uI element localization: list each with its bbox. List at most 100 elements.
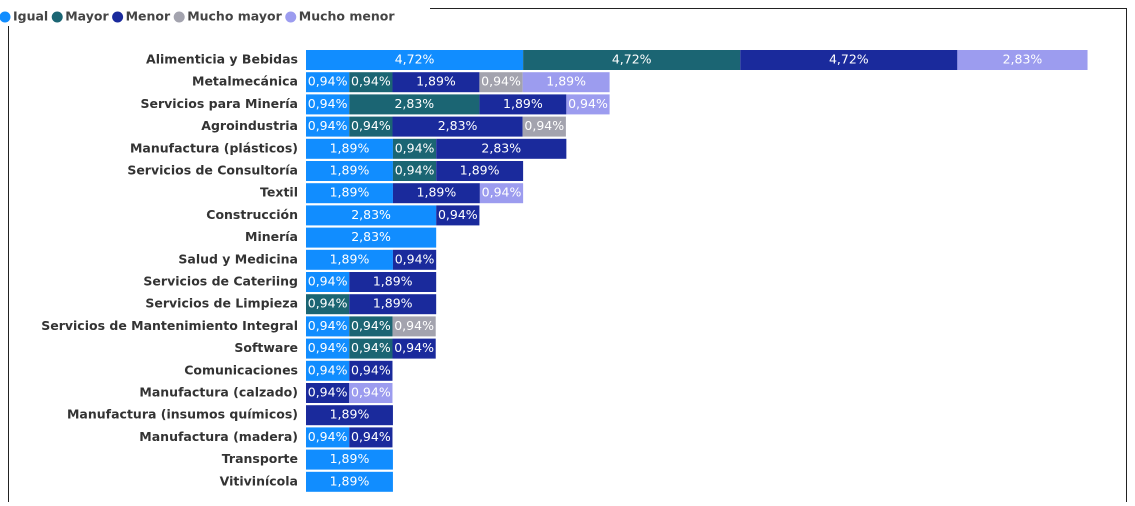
data-label: 1,89% xyxy=(330,251,370,266)
category-label: Metalmecánica xyxy=(192,74,298,89)
bar-segment xyxy=(306,383,350,403)
bar-segment xyxy=(306,294,350,315)
bar-segment xyxy=(523,50,741,70)
bar-segment xyxy=(306,138,393,159)
bar-segment xyxy=(436,205,480,226)
data-label: 1,89% xyxy=(460,163,500,178)
data-label: 0,94% xyxy=(395,163,435,178)
category-label: Agroindustria xyxy=(201,118,298,133)
data-label: 0,94% xyxy=(568,96,608,111)
bar-segment xyxy=(436,161,524,181)
bar-segment xyxy=(349,272,437,292)
bar-segment xyxy=(479,72,523,93)
category-label: Manufactura (insumos químicos) xyxy=(67,407,298,422)
bar-segment xyxy=(740,50,958,70)
data-label: 0,94% xyxy=(308,74,348,89)
legend-label: Igual xyxy=(13,9,48,24)
category-label: Textil xyxy=(260,185,298,200)
legend-marker xyxy=(51,11,63,23)
data-label: 0,94% xyxy=(351,118,391,133)
category-label: Comunicaciones xyxy=(184,362,298,377)
data-label: 0,94% xyxy=(395,140,435,155)
bar-segment xyxy=(522,116,566,137)
data-label: 0,94% xyxy=(481,74,521,89)
data-label: 1,89% xyxy=(330,185,370,200)
bar-segment xyxy=(349,294,437,315)
data-label: 0,94% xyxy=(351,429,391,444)
data-label: 2,83% xyxy=(351,229,391,244)
bar-segment xyxy=(479,183,524,204)
data-label: 1,89% xyxy=(330,451,370,466)
bar-segment xyxy=(306,427,350,448)
bar-segment xyxy=(479,94,567,115)
data-label: 1,89% xyxy=(417,185,457,200)
bar-segment xyxy=(306,94,350,115)
data-label: 0,94% xyxy=(308,385,348,400)
data-label: 4,72% xyxy=(829,52,869,67)
category-label: Servicios de Cateriing xyxy=(143,274,298,289)
legend-label: Menor xyxy=(126,9,171,24)
category-label: Manufactura (madera) xyxy=(139,429,298,444)
data-label: 0,94% xyxy=(394,340,434,355)
data-label: 2,83% xyxy=(351,207,391,222)
legend-marker xyxy=(112,11,124,23)
bar-segment xyxy=(349,94,480,115)
data-label: 0,94% xyxy=(308,429,348,444)
frame xyxy=(8,8,1127,506)
bar-segment xyxy=(306,227,437,248)
bar-segment xyxy=(306,338,350,359)
bar-segment xyxy=(349,116,393,137)
data-label: 0,94% xyxy=(351,340,391,355)
data-label: 1,89% xyxy=(330,140,370,155)
category-label: Servicios de Consultoría xyxy=(127,163,298,178)
data-label: 0,94% xyxy=(351,385,391,400)
bar-segment xyxy=(392,183,480,204)
bar-segment xyxy=(306,272,350,292)
bar-segment xyxy=(349,338,393,359)
data-label: 2,83% xyxy=(481,140,521,155)
data-label: 1,89% xyxy=(373,296,413,311)
data-label: 2,83% xyxy=(394,96,434,111)
category-label: Construcción xyxy=(206,207,298,222)
bar-segment xyxy=(306,183,393,204)
data-label: 0,94% xyxy=(308,296,348,311)
category-label: Manufactura (calzado) xyxy=(139,385,298,400)
bar-segment xyxy=(392,116,523,137)
category-label: Vitivinícola xyxy=(220,473,298,488)
category-label: Servicios de Mantenimiento Integral xyxy=(41,318,298,333)
legend-marker xyxy=(285,11,297,23)
bar-segment xyxy=(349,316,393,337)
bar-segment xyxy=(522,72,610,93)
category-label: Alimenticia y Bebidas xyxy=(146,52,298,67)
data-label: 0,94% xyxy=(351,362,391,377)
legend-marker xyxy=(0,11,11,23)
category-label: Salud y Medicina xyxy=(178,251,298,266)
data-label: 0,94% xyxy=(482,185,522,200)
bar-segment xyxy=(349,383,393,403)
category-label: Software xyxy=(234,340,298,355)
bar-segment xyxy=(349,72,393,93)
legend-label: Mucho menor xyxy=(299,9,396,24)
bar-segment xyxy=(392,249,437,270)
bar-segment xyxy=(392,316,436,337)
data-label: 2,83% xyxy=(438,118,478,133)
data-label: 0,94% xyxy=(351,318,391,333)
data-label: 1,89% xyxy=(416,74,456,89)
bar-segment xyxy=(392,138,437,159)
data-label: 1,89% xyxy=(503,96,543,111)
bar-segment xyxy=(306,249,393,270)
data-label: 0,94% xyxy=(308,96,348,111)
data-label: 0,94% xyxy=(351,74,391,89)
category-label: Manufactura (plásticos) xyxy=(130,140,298,155)
bar-segment xyxy=(306,72,350,93)
data-label: 4,72% xyxy=(395,52,435,67)
data-label: 0,94% xyxy=(394,318,434,333)
bar-segment xyxy=(392,161,437,181)
bar-segment xyxy=(306,116,350,137)
bar-segment xyxy=(392,338,436,359)
bar-segment xyxy=(306,50,524,70)
bar-segment xyxy=(306,449,393,470)
data-label: 1,89% xyxy=(330,473,370,488)
data-label: 1,89% xyxy=(330,407,370,422)
data-label: 1,89% xyxy=(373,274,413,289)
